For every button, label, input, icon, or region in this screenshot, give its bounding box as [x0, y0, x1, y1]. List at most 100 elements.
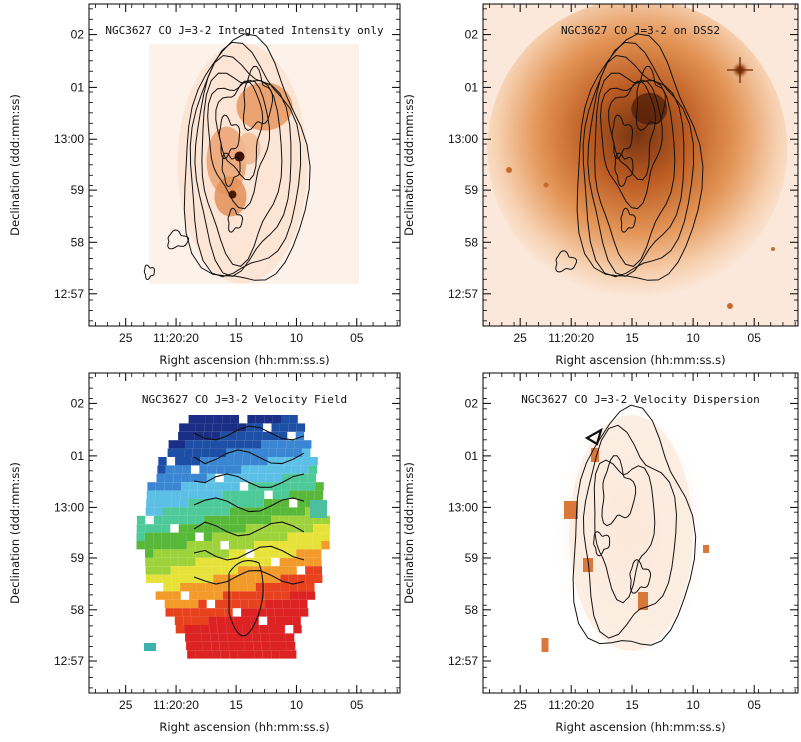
velocity-pixel — [263, 499, 273, 508]
velocity-pixel — [220, 549, 229, 558]
velocity-pixel — [288, 507, 297, 516]
velocity-pixel — [164, 473, 174, 483]
velocity-pixel — [176, 448, 185, 457]
velocity-pixel — [251, 625, 260, 634]
velocity-pixel — [229, 423, 238, 432]
velocity-pixel — [249, 608, 258, 617]
velocity-pixel — [229, 515, 238, 525]
velocity-pixel — [188, 490, 198, 499]
velocity-pixel — [223, 482, 232, 491]
velocity-pixel — [304, 532, 313, 541]
velocity-pixel — [180, 583, 189, 592]
velocity-pixel — [187, 557, 196, 567]
velocity-pixel — [268, 625, 277, 634]
velocity-pixel — [254, 557, 263, 567]
isovelocity-contour — [193, 545, 305, 561]
velocity-pixel — [314, 490, 324, 499]
x-tick-label: 11:20:20 — [548, 698, 594, 712]
dispersion-contour — [629, 559, 652, 594]
velocity-pixel — [182, 465, 191, 474]
velocity-pixel — [161, 524, 171, 533]
contour-line — [635, 65, 666, 131]
velocity-pixel — [171, 490, 181, 499]
velocity-pixel — [229, 566, 238, 575]
field-star — [543, 182, 549, 188]
velocity-pixel — [221, 566, 230, 575]
velocity-pixel — [165, 465, 175, 474]
dispersion-contour — [584, 427, 603, 446]
y-tick-label: 12:57 — [54, 654, 84, 668]
y-tick-label: 58 — [465, 603, 479, 617]
velocity-pixel — [203, 532, 213, 541]
y-tick-label: 02 — [465, 396, 479, 410]
x-tick-label: 05 — [350, 331, 364, 345]
contour-line — [611, 114, 634, 160]
velocity-pixel — [162, 566, 171, 575]
velocity-pixel — [136, 541, 145, 550]
velocity-pixel — [188, 583, 197, 592]
x-tick-label: 10 — [290, 698, 304, 712]
velocity-pixel — [198, 599, 207, 609]
velocity-pixel — [187, 650, 196, 659]
velocity-pixel — [270, 431, 279, 441]
velocity-pixel — [281, 415, 290, 424]
velocity-pixel — [170, 549, 179, 558]
velocity-pixel — [220, 532, 229, 541]
contour-line — [555, 250, 578, 273]
velocity-pixel — [179, 507, 188, 516]
galaxy-light — [487, 4, 788, 299]
velocity-pixel — [223, 599, 232, 609]
velocity-pixel — [229, 507, 239, 516]
contour-line — [599, 79, 663, 210]
velocity-pixel — [178, 515, 188, 525]
velocity-pixel — [210, 440, 219, 449]
velocity-pixel — [145, 549, 154, 558]
velocity-pixel — [304, 524, 314, 533]
velocity-pixel — [221, 423, 230, 432]
velocity-pixel — [214, 482, 223, 491]
velocity-pixel — [145, 557, 154, 567]
velocity-pixel — [203, 524, 213, 533]
velocity-pixel — [289, 490, 298, 499]
velocity-pixel — [207, 608, 216, 617]
velocity-pixel — [256, 482, 265, 491]
velocity-pixel — [264, 591, 274, 600]
velocity-pixel — [279, 524, 288, 533]
velocity-pixel — [162, 507, 171, 516]
velocity-pixel — [294, 440, 303, 449]
velocity-pixel — [276, 448, 286, 457]
velocity-pixel — [233, 616, 242, 625]
velocity-pixel — [153, 557, 162, 567]
velocity-pixel — [155, 490, 164, 499]
y-tick-label: 12:57 — [448, 287, 478, 301]
velocity-pixel — [230, 583, 239, 592]
velocity-pixel — [259, 457, 268, 466]
velocity-pixel — [203, 541, 213, 550]
velocity-pixel — [292, 457, 302, 466]
velocity-pixel — [195, 524, 204, 533]
velocity-pixel — [306, 490, 315, 499]
velocity-pixel — [252, 440, 261, 449]
contour-line — [167, 229, 190, 250]
y-axis-label: Declination (ddd:mm:ss) — [8, 94, 22, 236]
velocity-pixel — [262, 524, 272, 533]
velocity-pixel — [211, 641, 220, 651]
velocity-pixel — [261, 440, 270, 449]
velocity-pixel — [281, 591, 290, 600]
velocity-pixel — [261, 641, 271, 651]
velocity-pixel — [303, 440, 312, 449]
velocity-pixel — [230, 415, 239, 424]
velocity-pixel — [233, 457, 243, 466]
velocity-pixel — [196, 499, 205, 508]
velocity-pixel — [185, 633, 194, 642]
velocity-pixel — [204, 574, 214, 583]
velocity-pixel — [208, 616, 217, 625]
dispersion-peak — [541, 638, 549, 652]
velocity-pixel — [287, 541, 297, 550]
emission-blob — [206, 126, 247, 195]
dispersion-map — [569, 415, 694, 651]
y-axis-label: Declination (ddd:mm:ss) — [402, 462, 416, 604]
velocity-pixel — [190, 473, 199, 483]
velocity-pixel — [299, 473, 308, 483]
velocity-pixel — [153, 549, 162, 558]
